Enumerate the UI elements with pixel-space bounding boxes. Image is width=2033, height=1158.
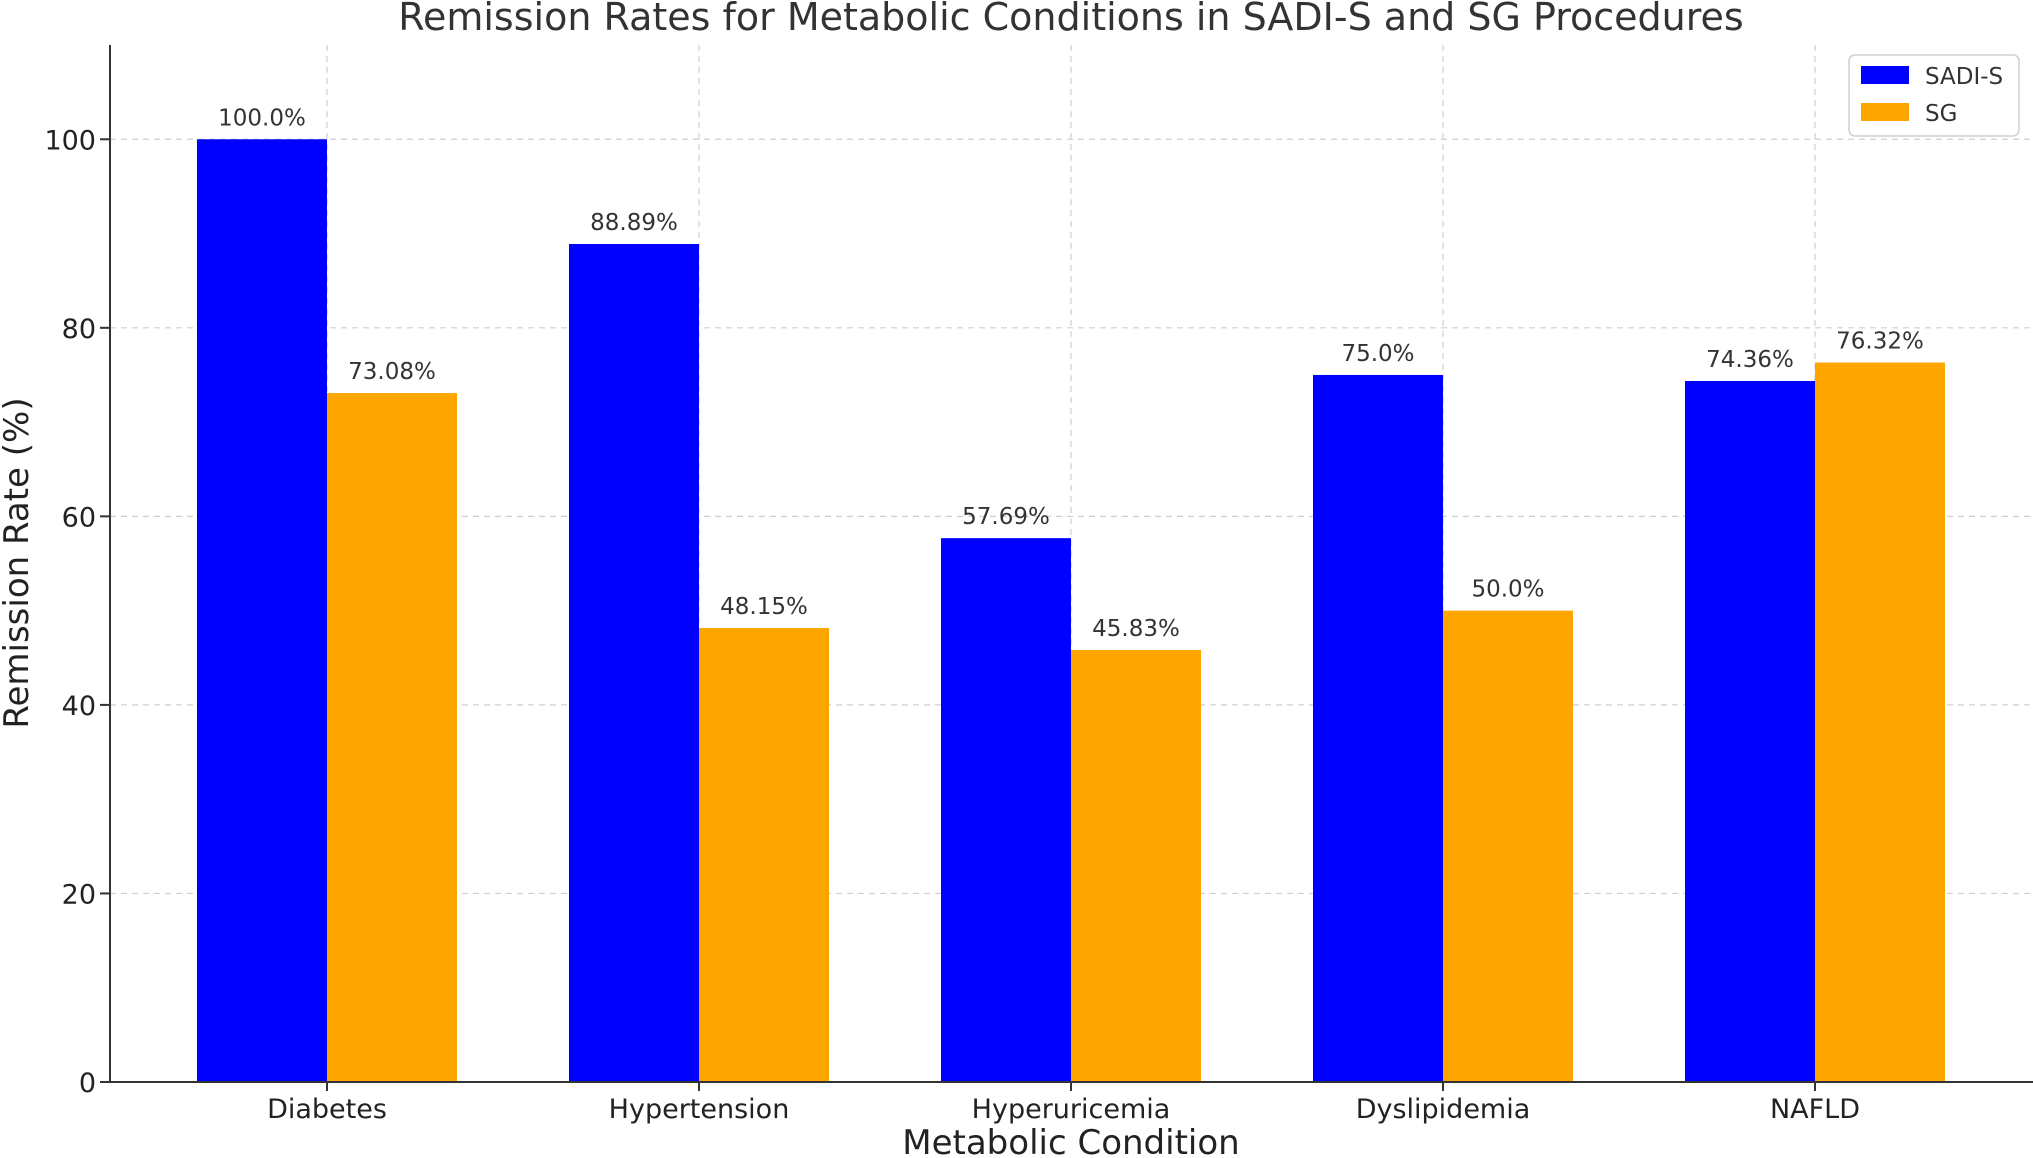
legend: SADI-S SG <box>1848 54 2020 137</box>
y-axis-label: Remission Rate (%) <box>0 397 37 728</box>
data-label-sg-nafld: 76.32% <box>1836 329 1924 355</box>
y-tick-label-60: 60 <box>62 502 96 533</box>
x-tick-label-diabetes: Diabetes <box>267 1094 387 1125</box>
bar-sg-diabetes <box>327 393 457 1082</box>
bar-sg-dyslipidemia <box>1443 610 1573 1082</box>
data-label-sg-hyperuricemia: 45.83% <box>1092 616 1180 642</box>
bar-sg-nafld <box>1815 362 1945 1082</box>
y-tick-label-0: 0 <box>79 1068 96 1099</box>
bar-sadi-s-diabetes <box>197 139 327 1083</box>
ticks-layer: 0 20 40 60 80 100 Diabetes Hypertension Hyperuri… <box>44 125 1860 1125</box>
y-tick-label-20: 20 <box>62 879 96 910</box>
data-labels-layer: 100.0% 88.89% 57.69% 75.0% 74.36% 73.08% 48.15… <box>218 105 1924 642</box>
y-tick-label-80: 80 <box>62 314 96 345</box>
legend-label-sadi-s: SADI-S <box>1925 64 2003 90</box>
data-label-sg-dyslipidemia: 50.0% <box>1471 577 1544 603</box>
bar-sadi-s-nafld <box>1685 380 1815 1082</box>
x-tick-label-nafld: NAFLD <box>1770 1094 1860 1125</box>
y-tick-label-40: 40 <box>62 691 96 722</box>
data-label-sadi-s-hyperuricemia: 57.69% <box>962 504 1050 530</box>
bars-layer <box>197 139 1945 1083</box>
legend-label-sg: SG <box>1925 101 1957 127</box>
bar-sg-hypertension <box>699 628 829 1082</box>
data-label-sadi-s-hypertension: 88.89% <box>590 210 678 236</box>
bar-sadi-s-hyperuricemia <box>941 538 1071 1082</box>
data-label-sadi-s-dyslipidemia: 75.0% <box>1341 341 1414 367</box>
chart-title: Remission Rates for Metabolic Conditions… <box>398 0 1743 39</box>
x-tick-label-hypertension: Hypertension <box>609 1094 790 1125</box>
bar-sg-hyperuricemia <box>1071 649 1201 1082</box>
data-label-sadi-s-diabetes: 100.0% <box>218 105 306 131</box>
legend-swatch-sadi-s <box>1861 66 1909 84</box>
data-label-sg-hypertension: 48.15% <box>720 594 808 620</box>
x-tick-label-hyperuricemia: Hyperuricemia <box>972 1094 1171 1125</box>
legend-swatch-sg <box>1861 103 1909 121</box>
y-tick-label-100: 100 <box>44 125 96 156</box>
data-label-sg-diabetes: 73.08% <box>348 359 436 385</box>
bar-sadi-s-hypertension <box>569 244 699 1083</box>
data-label-sadi-s-nafld: 74.36% <box>1706 347 1794 373</box>
x-tick-label-dyslipidemia: Dyslipidemia <box>1356 1094 1531 1125</box>
x-axis-label: Metabolic Condition <box>902 1123 1239 1158</box>
bar-sadi-s-dyslipidemia <box>1313 374 1443 1082</box>
